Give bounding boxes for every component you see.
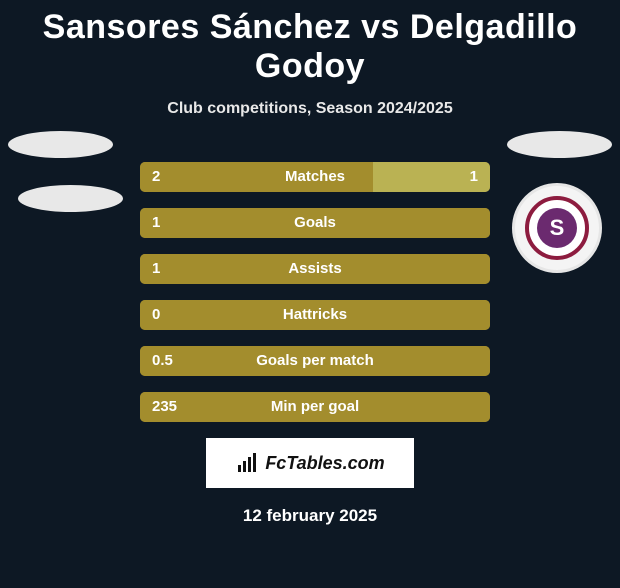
brand-text: FcTables.com bbox=[265, 453, 384, 474]
stat-bar-track bbox=[140, 162, 490, 192]
player-left-photo-placeholder-1 bbox=[8, 131, 113, 158]
stat-row: Goals per match0.5 bbox=[0, 346, 620, 376]
chart-icon bbox=[235, 451, 259, 475]
stat-row: Min per goal235 bbox=[0, 392, 620, 422]
player-right-photo-placeholder bbox=[507, 131, 612, 158]
stat-bar-left bbox=[140, 208, 490, 238]
stat-bar-track bbox=[140, 254, 490, 284]
stat-row: Assists1 bbox=[0, 254, 620, 284]
stat-row: Matches21 bbox=[0, 162, 620, 192]
date-label: 12 february 2025 bbox=[0, 506, 620, 526]
stat-bar-right bbox=[373, 162, 490, 192]
stat-bar-left bbox=[140, 300, 490, 330]
stat-bar-left bbox=[140, 346, 490, 376]
stat-bar-track bbox=[140, 208, 490, 238]
stat-bar-left bbox=[140, 162, 373, 192]
stat-bar-left bbox=[140, 254, 490, 284]
stat-row: Goals1 bbox=[0, 208, 620, 238]
stats-container: Matches21 Goals1 Assists1 Hattricks0 Goals p… bbox=[0, 162, 620, 422]
stat-bar-track bbox=[140, 392, 490, 422]
subtitle: Club competitions, Season 2024/2025 bbox=[0, 100, 620, 118]
stat-bar-track bbox=[140, 300, 490, 330]
page-title: Sansores Sánchez vs Delgadillo Godoy bbox=[0, 8, 620, 86]
stat-row: Hattricks0 bbox=[0, 300, 620, 330]
stat-bar-left bbox=[140, 392, 490, 422]
brand-badge: FcTables.com bbox=[206, 438, 414, 488]
stat-bar-track bbox=[140, 346, 490, 376]
